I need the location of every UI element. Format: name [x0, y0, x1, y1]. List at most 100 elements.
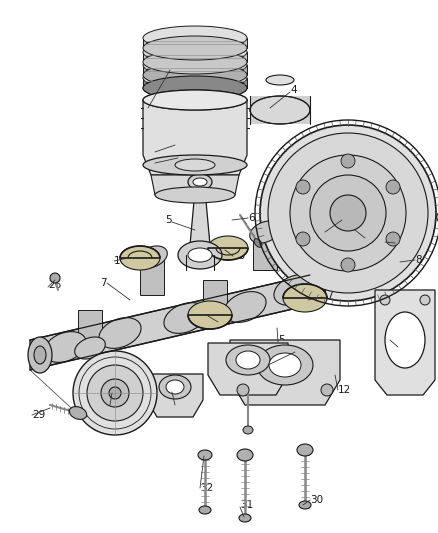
Ellipse shape — [143, 76, 247, 100]
Text: 30: 30 — [310, 495, 323, 505]
Ellipse shape — [143, 26, 247, 50]
Text: 12: 12 — [338, 385, 351, 395]
Ellipse shape — [297, 444, 313, 456]
Ellipse shape — [120, 246, 160, 270]
Polygon shape — [375, 290, 435, 395]
Ellipse shape — [237, 384, 249, 396]
Text: 1: 1 — [141, 103, 148, 113]
Text: 14: 14 — [325, 227, 338, 237]
Ellipse shape — [137, 246, 167, 268]
Ellipse shape — [143, 36, 247, 60]
Text: 17: 17 — [322, 290, 335, 300]
Text: 7: 7 — [100, 278, 107, 288]
Text: 16: 16 — [114, 256, 127, 266]
Polygon shape — [253, 232, 277, 270]
Ellipse shape — [420, 295, 430, 305]
Text: 28: 28 — [110, 398, 123, 408]
Ellipse shape — [250, 96, 310, 124]
Ellipse shape — [143, 66, 247, 90]
Ellipse shape — [208, 236, 248, 260]
Ellipse shape — [224, 292, 266, 322]
Ellipse shape — [341, 154, 355, 168]
Text: 3: 3 — [148, 158, 155, 168]
Ellipse shape — [109, 387, 121, 399]
Ellipse shape — [188, 174, 212, 190]
Ellipse shape — [143, 90, 247, 110]
Ellipse shape — [237, 449, 253, 461]
Ellipse shape — [44, 332, 86, 362]
Ellipse shape — [199, 506, 211, 514]
Ellipse shape — [164, 303, 206, 333]
Ellipse shape — [310, 175, 386, 251]
Ellipse shape — [385, 312, 425, 368]
Polygon shape — [190, 190, 210, 245]
Ellipse shape — [269, 353, 301, 377]
Ellipse shape — [99, 318, 141, 349]
Ellipse shape — [243, 426, 253, 434]
Bar — [143, 65, 247, 75]
Ellipse shape — [239, 514, 251, 522]
Ellipse shape — [143, 53, 247, 77]
Text: 32: 32 — [200, 483, 213, 493]
Ellipse shape — [200, 307, 230, 329]
Bar — [143, 78, 247, 88]
Ellipse shape — [75, 337, 105, 359]
Ellipse shape — [178, 241, 222, 269]
Text: 5: 5 — [166, 215, 172, 225]
Text: 26: 26 — [48, 280, 61, 290]
Ellipse shape — [143, 90, 247, 110]
Ellipse shape — [260, 125, 436, 301]
Ellipse shape — [143, 40, 247, 64]
Ellipse shape — [175, 159, 215, 171]
Ellipse shape — [188, 248, 212, 262]
Ellipse shape — [266, 75, 294, 85]
Ellipse shape — [296, 180, 310, 194]
Polygon shape — [203, 280, 227, 318]
Ellipse shape — [50, 273, 60, 283]
Ellipse shape — [236, 351, 260, 369]
Ellipse shape — [28, 337, 52, 373]
Ellipse shape — [155, 187, 235, 203]
Ellipse shape — [283, 284, 327, 312]
Text: 11: 11 — [365, 233, 378, 243]
Polygon shape — [147, 374, 203, 417]
Polygon shape — [143, 100, 247, 175]
Text: 29: 29 — [32, 410, 45, 420]
Ellipse shape — [69, 407, 87, 419]
Ellipse shape — [188, 301, 232, 329]
Text: 9: 9 — [395, 238, 402, 248]
Ellipse shape — [290, 155, 406, 271]
Ellipse shape — [193, 178, 207, 186]
Polygon shape — [208, 343, 288, 395]
Ellipse shape — [166, 380, 184, 394]
Ellipse shape — [268, 133, 428, 293]
Ellipse shape — [198, 450, 212, 460]
Text: 18: 18 — [218, 315, 231, 325]
Ellipse shape — [274, 274, 316, 305]
Ellipse shape — [226, 345, 270, 375]
Text: 4: 4 — [290, 85, 297, 95]
Text: 31: 31 — [240, 500, 253, 510]
Text: 15: 15 — [295, 347, 308, 357]
Polygon shape — [230, 340, 340, 405]
Ellipse shape — [159, 375, 191, 399]
Text: 10: 10 — [398, 340, 411, 350]
Bar — [250, 96, 310, 124]
Ellipse shape — [101, 379, 129, 407]
Ellipse shape — [380, 295, 390, 305]
Text: 6: 6 — [248, 213, 254, 223]
Text: 13: 13 — [233, 251, 246, 261]
Polygon shape — [151, 175, 239, 195]
Text: 5: 5 — [278, 335, 285, 345]
Polygon shape — [78, 310, 102, 348]
Ellipse shape — [386, 232, 400, 246]
Ellipse shape — [143, 76, 247, 100]
Text: 2: 2 — [148, 147, 155, 157]
Ellipse shape — [437, 212, 438, 222]
Bar — [143, 52, 247, 62]
Ellipse shape — [254, 239, 262, 247]
Ellipse shape — [386, 180, 400, 194]
Ellipse shape — [73, 351, 157, 435]
Ellipse shape — [321, 384, 333, 396]
Ellipse shape — [34, 346, 46, 364]
